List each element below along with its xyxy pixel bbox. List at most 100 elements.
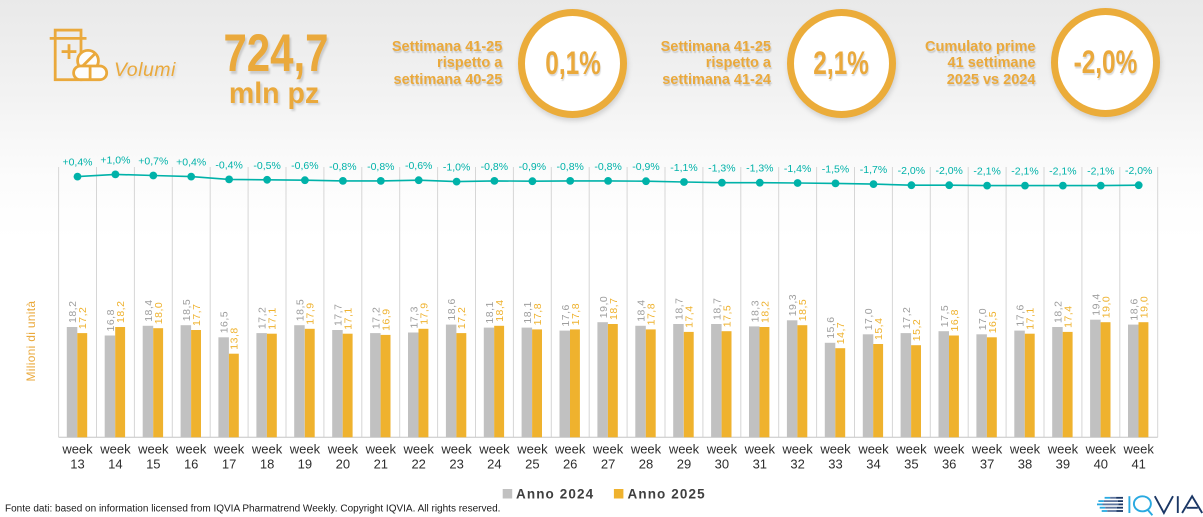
svg-text:17,6: 17,6 <box>560 304 572 326</box>
svg-text:19,4: 19,4 <box>1090 293 1102 315</box>
svg-text:17,4: 17,4 <box>684 305 696 327</box>
svg-text:23: 23 <box>449 457 463 472</box>
svg-text:week: week <box>668 442 700 457</box>
svg-text:16: 16 <box>184 457 198 472</box>
svg-text:17,8: 17,8 <box>570 303 582 325</box>
svg-text:19,0: 19,0 <box>1100 296 1112 318</box>
svg-text:+1,0%: +1,0% <box>100 154 130 166</box>
svg-text:41: 41 <box>1131 457 1145 472</box>
svg-text:18,5: 18,5 <box>295 299 307 321</box>
svg-text:18,4: 18,4 <box>143 299 155 321</box>
svg-text:32: 32 <box>790 457 804 472</box>
svg-text:28: 28 <box>639 457 653 472</box>
svg-text:20: 20 <box>336 457 350 472</box>
svg-text:week: week <box>440 442 472 457</box>
svg-text:week: week <box>592 442 624 457</box>
svg-text:week: week <box>137 442 169 457</box>
svg-text:17,2: 17,2 <box>901 307 913 329</box>
svg-text:17,8: 17,8 <box>532 303 544 325</box>
svg-text:18,2: 18,2 <box>759 301 771 323</box>
svg-text:-1,3%: -1,3% <box>708 163 735 175</box>
svg-text:week: week <box>971 442 1003 457</box>
svg-text:17,8: 17,8 <box>646 303 658 325</box>
svg-text:+0,7%: +0,7% <box>138 156 168 168</box>
svg-text:-0,8%: -0,8% <box>329 161 356 173</box>
svg-text:17,3: 17,3 <box>408 306 420 328</box>
svg-text:15,6: 15,6 <box>825 316 837 338</box>
svg-text:week: week <box>1009 442 1041 457</box>
svg-text:week: week <box>781 442 813 457</box>
svg-text:week: week <box>630 442 662 457</box>
svg-text:29: 29 <box>677 457 691 472</box>
svg-text:18,7: 18,7 <box>712 298 724 320</box>
svg-text:34: 34 <box>866 457 880 472</box>
svg-text:+0,4%: +0,4% <box>176 157 206 169</box>
svg-text:week: week <box>61 442 93 457</box>
svg-text:week: week <box>1085 442 1117 457</box>
svg-text:18,2: 18,2 <box>115 301 127 323</box>
svg-text:-2,1%: -2,1% <box>973 166 1000 178</box>
svg-text:17,9: 17,9 <box>418 302 430 324</box>
svg-text:16,8: 16,8 <box>105 309 117 331</box>
svg-text:week: week <box>365 442 397 457</box>
svg-text:+0,4%: +0,4% <box>62 157 92 169</box>
svg-text:17,7: 17,7 <box>191 304 203 326</box>
svg-text:14: 14 <box>108 457 122 472</box>
svg-text:18,3: 18,3 <box>749 300 761 322</box>
svg-text:17,2: 17,2 <box>77 307 89 329</box>
svg-text:17,6: 17,6 <box>1015 304 1027 326</box>
svg-text:-0,9%: -0,9% <box>632 161 659 173</box>
svg-text:Anno 2025: Anno 2025 <box>628 487 706 502</box>
svg-text:week: week <box>403 442 435 457</box>
svg-text:18,4: 18,4 <box>636 299 648 321</box>
svg-text:-1,4%: -1,4% <box>784 163 811 175</box>
svg-text:17,9: 17,9 <box>305 302 317 324</box>
svg-text:17,7: 17,7 <box>333 304 345 326</box>
svg-text:18,6: 18,6 <box>446 298 458 320</box>
svg-text:21: 21 <box>374 457 388 472</box>
svg-text:17,1: 17,1 <box>1025 307 1037 329</box>
svg-text:18,5: 18,5 <box>797 299 809 321</box>
svg-text:week: week <box>744 442 776 457</box>
svg-text:week: week <box>706 442 738 457</box>
svg-text:18,1: 18,1 <box>522 301 534 323</box>
svg-text:19,0: 19,0 <box>598 296 610 318</box>
svg-text:week: week <box>175 442 207 457</box>
svg-text:18,2: 18,2 <box>1053 301 1065 323</box>
svg-text:-1,3%: -1,3% <box>746 163 773 175</box>
svg-text:17,4: 17,4 <box>1063 305 1075 327</box>
svg-text:week: week <box>895 442 927 457</box>
svg-text:14,7: 14,7 <box>835 322 847 344</box>
svg-text:-2,1%: -2,1% <box>1087 166 1114 178</box>
svg-text:week: week <box>857 442 889 457</box>
svg-text:-2,1%: -2,1% <box>1049 166 1076 178</box>
svg-text:36: 36 <box>942 457 956 472</box>
svg-text:30: 30 <box>715 457 729 472</box>
svg-text:16,5: 16,5 <box>987 311 999 333</box>
svg-text:week: week <box>289 442 321 457</box>
svg-text:-0,8%: -0,8% <box>556 161 583 173</box>
svg-text:-2,0%: -2,0% <box>935 165 962 177</box>
svg-text:Milioni di unità: Milioni di unità <box>24 301 38 382</box>
svg-text:19,0: 19,0 <box>1138 296 1150 318</box>
svg-text:week: week <box>327 442 359 457</box>
svg-text:18,6: 18,6 <box>1128 298 1140 320</box>
svg-text:25: 25 <box>525 457 539 472</box>
svg-text:13,8: 13,8 <box>229 327 241 349</box>
svg-text:Anno 2024: Anno 2024 <box>516 487 594 502</box>
svg-text:27: 27 <box>601 457 615 472</box>
svg-text:17,1: 17,1 <box>343 307 355 329</box>
svg-text:18,7: 18,7 <box>674 298 686 320</box>
svg-text:week: week <box>1123 442 1155 457</box>
svg-text:13: 13 <box>70 457 84 472</box>
svg-text:18,0: 18,0 <box>153 302 165 324</box>
svg-text:19,3: 19,3 <box>787 294 799 316</box>
svg-text:-1,5%: -1,5% <box>822 163 849 175</box>
svg-text:-0,5%: -0,5% <box>253 160 280 172</box>
svg-text:Fonte dati: based on informati: Fonte dati: based on information license… <box>5 504 500 515</box>
svg-text:17,0: 17,0 <box>863 308 875 330</box>
svg-text:16,9: 16,9 <box>380 308 392 330</box>
svg-text:37: 37 <box>980 457 994 472</box>
svg-text:-0,6%: -0,6% <box>405 160 432 172</box>
svg-text:15,2: 15,2 <box>911 319 923 341</box>
